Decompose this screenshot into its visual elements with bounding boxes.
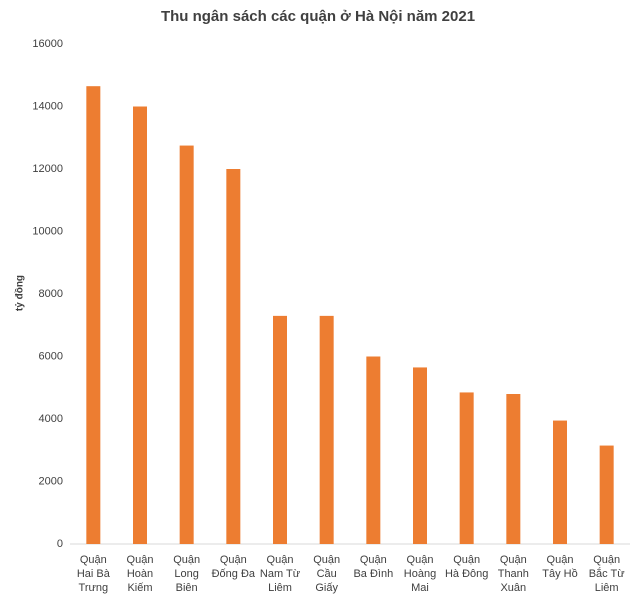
x-tick-label: Quận Bắc Từ Liêm [589, 554, 626, 594]
x-tick-label: Quận Ba Đình [353, 554, 393, 580]
x-tick-label: Quận Thanh Xuân [498, 554, 529, 594]
y-axis-label: tỷ đồng [14, 275, 26, 311]
chart-title: Thu ngân sách các quận ở Hà Nội năm 2021 [161, 8, 475, 25]
y-tick-label: 0 [57, 538, 63, 550]
x-tick-label: Quận Nam Từ Liêm [260, 554, 301, 594]
x-tick-label: Quận Tây Hồ [542, 554, 577, 580]
bar [226, 169, 241, 544]
bar [273, 315, 287, 544]
bar [599, 445, 614, 544]
x-tick-label: Quận Đống Đa [212, 554, 256, 580]
y-tick-label: 14000 [32, 100, 63, 112]
bar [459, 392, 474, 544]
y-tick-label: 4000 [39, 413, 63, 425]
y-tick-label: 10000 [32, 225, 63, 237]
x-tick-label: Quận Hai Bà Trưng [77, 554, 111, 594]
bar [366, 356, 381, 544]
y-tick-label: 2000 [39, 475, 63, 487]
y-tick-label: 8000 [39, 288, 63, 300]
bar [133, 106, 147, 544]
y-tick-label: 16000 [32, 38, 63, 50]
bar [86, 86, 101, 544]
bar [553, 420, 567, 544]
y-tick-label: 12000 [32, 163, 63, 175]
y-tick-label: 6000 [39, 350, 63, 362]
x-tick-label: Quận Hoàn Kiếm [127, 554, 154, 594]
bar [179, 145, 194, 544]
x-tick-label: Quận Long Biên [173, 554, 200, 594]
x-tick-label: Quận Cầu Giấy [313, 554, 340, 594]
bar [413, 367, 427, 544]
bar [506, 394, 521, 544]
x-tick-label: Quận Hà Đông [445, 554, 488, 580]
x-tick-label: Quận Hoàng Mai [404, 554, 436, 594]
bar [319, 315, 334, 544]
